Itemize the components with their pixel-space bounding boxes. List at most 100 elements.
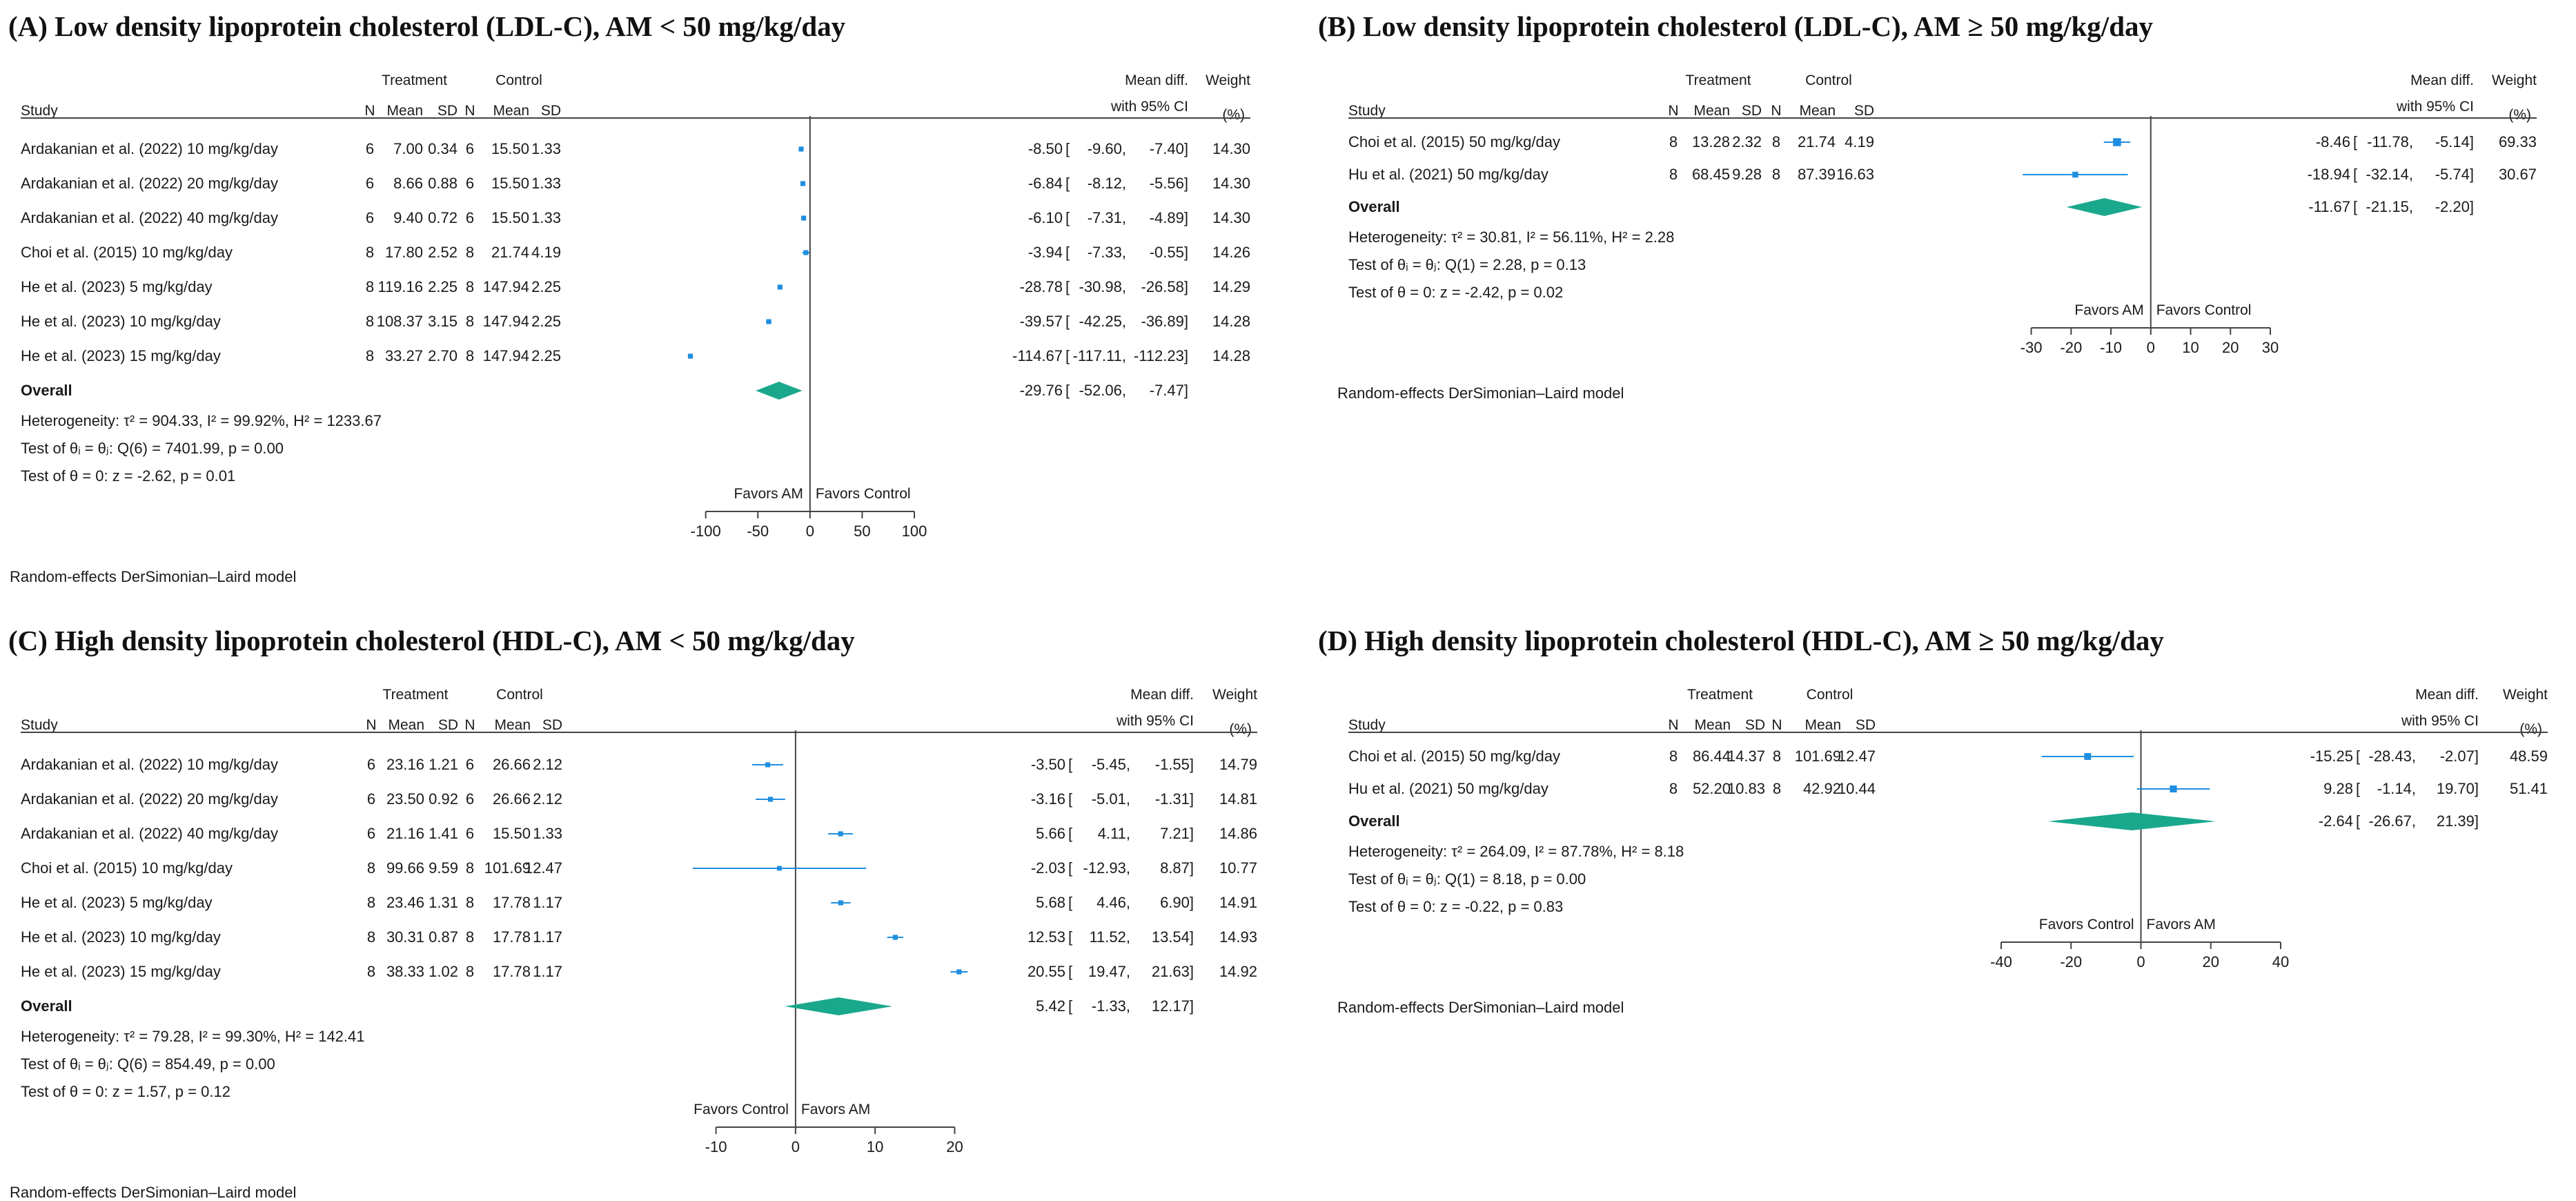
treatment-n: 8 — [366, 859, 376, 877]
model-footnote: Random-effects DerSimonian–Laird model — [10, 1184, 297, 1201]
mean-difference: -3.50 — [1030, 756, 1065, 773]
ci-lower: -11.78, — [2367, 133, 2413, 150]
treatment-sd: 10.83 — [1727, 780, 1765, 797]
effect-header-line1: Mean diff. — [2415, 687, 2479, 703]
control-mean: 17.78 — [492, 894, 531, 911]
favors-right-label: Favors Control — [815, 486, 911, 502]
mean-difference: -3.94 — [1028, 244, 1063, 261]
overall-ci-lower: -21.15, — [2366, 198, 2414, 215]
effect-header-line2: with 95% CI — [2401, 713, 2479, 729]
overall-label: Overall — [21, 382, 72, 399]
study-label: Hu et al. (2021) 50 mg/kg/day — [1348, 166, 1548, 183]
ci-lower: 11.52, — [1089, 928, 1130, 946]
treatment-sd-header: SD — [1741, 103, 1762, 119]
control-sd: 1.33 — [531, 175, 561, 192]
control-n: 8 — [465, 244, 475, 261]
study-effect-marker — [687, 353, 694, 359]
ci-upper: 13.54] — [1151, 928, 1194, 946]
ci-lower: -7.33, — [1087, 244, 1126, 261]
control-sd: 2.25 — [531, 347, 561, 364]
overall-ci-upper: -7.47] — [1149, 382, 1188, 399]
treatment-mean: 23.46 — [386, 894, 424, 911]
heterogeneity-stat: Test of θ = 0: z = -2.42, p = 0.02 — [1348, 284, 1564, 301]
control-n-header: N — [1771, 103, 1782, 119]
control-sd-header: SD — [1855, 717, 1876, 733]
study-label: He et al. (2023) 10 mg/kg/day — [21, 313, 221, 330]
favors-right-label: Favors AM — [2146, 917, 2216, 933]
overall-label: Overall — [1348, 812, 1400, 830]
ci-open-bracket: [ — [1068, 928, 1073, 946]
ci-open-bracket: [ — [1065, 382, 1070, 399]
treatment-sd: 1.31 — [429, 894, 458, 911]
x-axis-tick-label: 50 — [854, 523, 871, 540]
ci-lower: -1.14, — [2377, 780, 2416, 797]
control-mean-header: Mean — [494, 717, 531, 733]
control-n-header: N — [1771, 717, 1782, 733]
treatment-n: 8 — [366, 928, 376, 946]
overall-mean-difference: -11.67 — [2308, 198, 2350, 215]
study-weight: 48.59 — [2509, 748, 2548, 765]
study-effect-marker — [800, 181, 806, 186]
control-sd: 1.17 — [533, 894, 562, 911]
ci-lower: -9.60, — [1087, 140, 1126, 157]
ci-open-bracket: [ — [1065, 313, 1070, 330]
ci-lower: -12.93, — [1083, 859, 1131, 877]
heterogeneity-stat: Test of θᵢ = θⱼ: Q(1) = 2.28, p = 0.13 — [1348, 256, 1586, 273]
control-n: 6 — [465, 825, 475, 842]
study-label: Ardakanian et al. (2022) 20 mg/kg/day — [21, 790, 279, 808]
treatment-n: 6 — [366, 790, 376, 808]
overall-effect-diamond — [756, 382, 803, 400]
treatment-mean: 8.66 — [393, 175, 423, 192]
x-axis-tick-label: 30 — [2261, 339, 2279, 356]
control-sd-header: SD — [1854, 103, 1874, 119]
study-label: Ardakanian et al. (2022) 20 mg/kg/day — [21, 175, 279, 192]
heterogeneity-stat: Heterogeneity: τ² = 30.81, I² = 56.11%, … — [1348, 228, 1675, 246]
treatment-sd: 2.25 — [428, 278, 458, 295]
control-n: 6 — [465, 209, 475, 226]
study-effect-marker — [2170, 785, 2177, 793]
panel-title: (A) Low density lipoprotein cholesterol … — [8, 10, 846, 42]
overall-ci-lower: -26.67, — [2368, 812, 2417, 830]
treatment-mean: 17.80 — [384, 244, 423, 261]
control-n-header: N — [464, 717, 475, 733]
ci-open-bracket: [ — [1065, 175, 1070, 192]
study-column-header: Study — [1348, 103, 1386, 119]
x-axis-tick-label: -10 — [2100, 339, 2122, 356]
ci-open-bracket: [ — [1065, 209, 1070, 226]
ci-upper: -4.89] — [1149, 209, 1188, 226]
study-weight: 30.67 — [2498, 166, 2537, 183]
study-weight: 14.81 — [1219, 790, 1257, 808]
panel-title: (D) High density lipoprotein cholesterol… — [1318, 625, 2164, 656]
x-axis-tick-label: 40 — [2272, 953, 2290, 970]
ci-upper: -1.31] — [1154, 790, 1194, 808]
treatment-mean: 119.16 — [377, 278, 423, 295]
study-weight: 14.30 — [1212, 175, 1250, 192]
study-weight: 14.92 — [1219, 963, 1257, 980]
study-label: Ardakanian et al. (2022) 10 mg/kg/day — [21, 756, 279, 773]
overall-label: Overall — [1348, 198, 1400, 215]
favors-left-label: Favors Control — [2038, 917, 2134, 933]
x-axis-tick-label: -20 — [2060, 953, 2083, 970]
control-group-header: Control — [496, 687, 543, 703]
heterogeneity-stat: Test of θ = 0: z = -2.62, p = 0.01 — [21, 467, 236, 485]
treatment-mean-header: Mean — [1694, 717, 1731, 733]
effect-header-line2: with 95% CI — [1116, 713, 1194, 729]
mean-difference: -114.67 — [1012, 347, 1063, 364]
control-n: 8 — [465, 859, 475, 877]
treatment-group-header: Treatment — [382, 687, 449, 703]
study-label: Ardakanian et al. (2022) 40 mg/kg/day — [21, 209, 279, 226]
heterogeneity-stat: Heterogeneity: τ² = 79.28, I² = 99.30%, … — [21, 1028, 365, 1045]
treatment-mean-header: Mean — [386, 103, 423, 119]
study-weight: 14.30 — [1212, 140, 1250, 157]
study-label: Choi et al. (2015) 50 mg/kg/day — [1348, 748, 1560, 765]
study-effect-marker — [765, 762, 771, 768]
mean-difference: -8.50 — [1028, 140, 1063, 157]
treatment-sd-header: SD — [437, 103, 458, 119]
overall-mean-difference: -29.76 — [1019, 382, 1063, 399]
study-label: Ardakanian et al. (2022) 40 mg/kg/day — [21, 825, 279, 842]
treatment-sd: 1.02 — [429, 963, 458, 980]
control-sd: 12.47 — [1837, 748, 1876, 765]
control-sd: 2.12 — [533, 756, 562, 773]
study-weight: 14.28 — [1212, 347, 1250, 364]
favors-left-label: Favors Control — [694, 1102, 789, 1117]
